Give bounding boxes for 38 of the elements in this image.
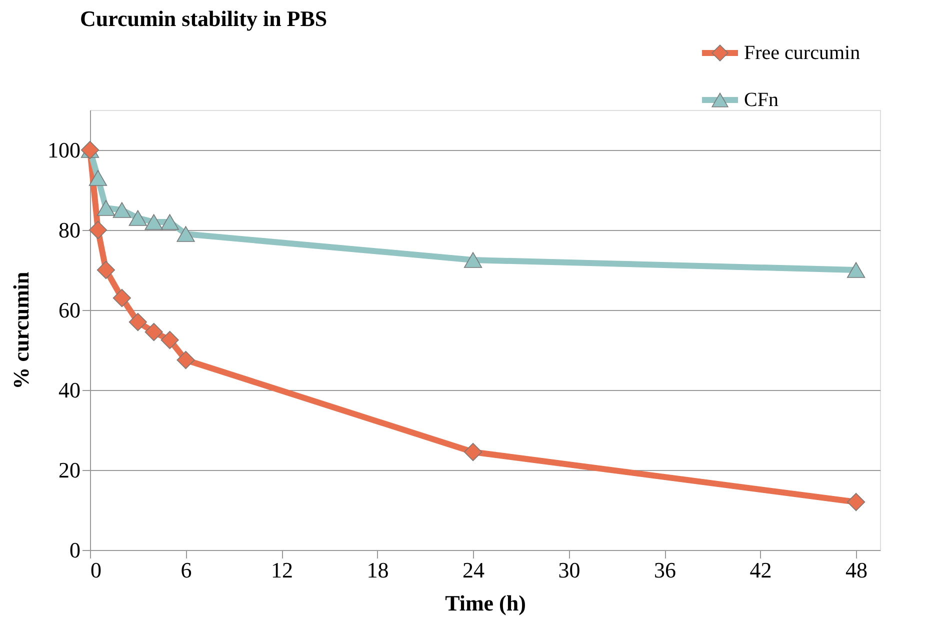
legend-label: Free curcumin	[744, 42, 860, 64]
x-tick-label: 42	[750, 558, 772, 582]
point	[144, 322, 163, 342]
y-tick-label: 40	[58, 378, 80, 402]
x-tick-label: 18	[366, 558, 389, 582]
point	[128, 312, 147, 332]
legend-label: CFn	[744, 89, 778, 111]
point	[464, 252, 482, 268]
point	[464, 442, 482, 462]
point	[96, 260, 116, 280]
x-axis-title: Time (h)	[445, 590, 526, 616]
x-tick-label: 24	[462, 558, 485, 582]
point	[88, 220, 108, 240]
x-tick-label: 12	[271, 558, 294, 582]
point	[847, 262, 866, 278]
point	[112, 288, 131, 308]
point	[160, 214, 179, 230]
point	[144, 214, 163, 230]
y-tick-label: 80	[58, 218, 80, 242]
x-tick-label: 0	[90, 558, 102, 582]
x-tick-label: 36	[654, 558, 676, 582]
y-axis-title: % curcumin	[8, 272, 34, 390]
y-tick-label: 100	[48, 138, 80, 162]
point	[128, 210, 147, 226]
point	[176, 226, 195, 242]
point	[160, 330, 179, 350]
x-tick-label: 30	[558, 558, 580, 582]
x-tick-label: 6	[180, 558, 192, 582]
y-tick-label: 60	[58, 298, 80, 322]
point	[176, 350, 195, 370]
y-tick-label: 20	[58, 458, 80, 482]
point	[88, 170, 108, 186]
point	[96, 200, 116, 216]
y-tick-label: 0	[70, 538, 80, 562]
chart-title: Curcumin stability in PBS	[80, 6, 328, 31]
point	[847, 492, 866, 512]
x-tick-label: 48	[846, 558, 868, 582]
point	[112, 202, 131, 218]
